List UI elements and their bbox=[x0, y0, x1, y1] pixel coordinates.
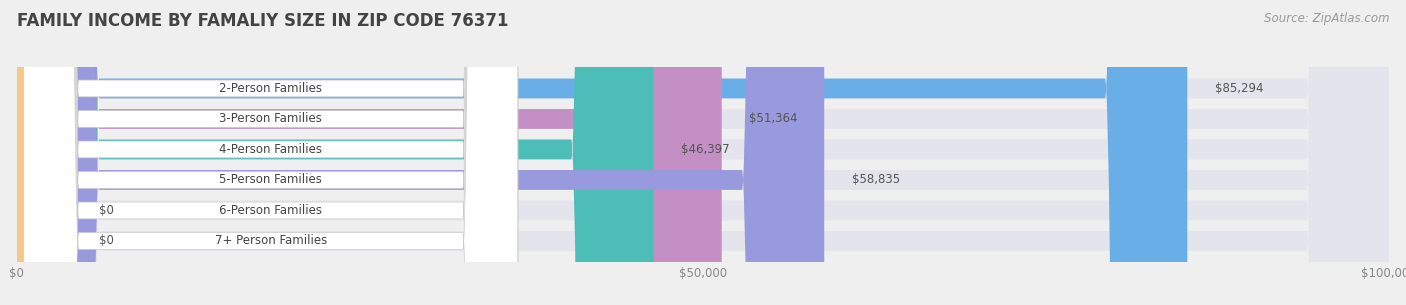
Text: 7+ Person Families: 7+ Person Families bbox=[215, 235, 326, 247]
FancyBboxPatch shape bbox=[24, 0, 517, 305]
Text: 3-Person Families: 3-Person Families bbox=[219, 113, 322, 125]
Text: 6-Person Families: 6-Person Families bbox=[219, 204, 322, 217]
FancyBboxPatch shape bbox=[17, 0, 1389, 305]
FancyBboxPatch shape bbox=[24, 0, 517, 305]
FancyBboxPatch shape bbox=[17, 0, 1389, 305]
FancyBboxPatch shape bbox=[17, 0, 72, 305]
FancyBboxPatch shape bbox=[17, 0, 721, 305]
FancyBboxPatch shape bbox=[17, 0, 1389, 305]
Text: $0: $0 bbox=[100, 235, 114, 247]
FancyBboxPatch shape bbox=[24, 0, 517, 305]
Text: $0: $0 bbox=[100, 204, 114, 217]
FancyBboxPatch shape bbox=[17, 0, 1389, 305]
FancyBboxPatch shape bbox=[17, 0, 1389, 305]
FancyBboxPatch shape bbox=[17, 0, 72, 305]
FancyBboxPatch shape bbox=[24, 0, 517, 305]
FancyBboxPatch shape bbox=[24, 0, 517, 305]
Text: FAMILY INCOME BY FAMALIY SIZE IN ZIP CODE 76371: FAMILY INCOME BY FAMALIY SIZE IN ZIP COD… bbox=[17, 12, 509, 30]
Text: Source: ZipAtlas.com: Source: ZipAtlas.com bbox=[1264, 12, 1389, 25]
Text: 5-Person Families: 5-Person Families bbox=[219, 174, 322, 186]
FancyBboxPatch shape bbox=[17, 0, 654, 305]
Text: 4-Person Families: 4-Person Families bbox=[219, 143, 322, 156]
FancyBboxPatch shape bbox=[17, 0, 1187, 305]
Text: $46,397: $46,397 bbox=[681, 143, 730, 156]
FancyBboxPatch shape bbox=[24, 0, 517, 305]
Text: 2-Person Families: 2-Person Families bbox=[219, 82, 322, 95]
FancyBboxPatch shape bbox=[17, 0, 1389, 305]
Text: $85,294: $85,294 bbox=[1215, 82, 1263, 95]
FancyBboxPatch shape bbox=[17, 0, 824, 305]
Text: $58,835: $58,835 bbox=[852, 174, 900, 186]
Text: $51,364: $51,364 bbox=[749, 113, 797, 125]
